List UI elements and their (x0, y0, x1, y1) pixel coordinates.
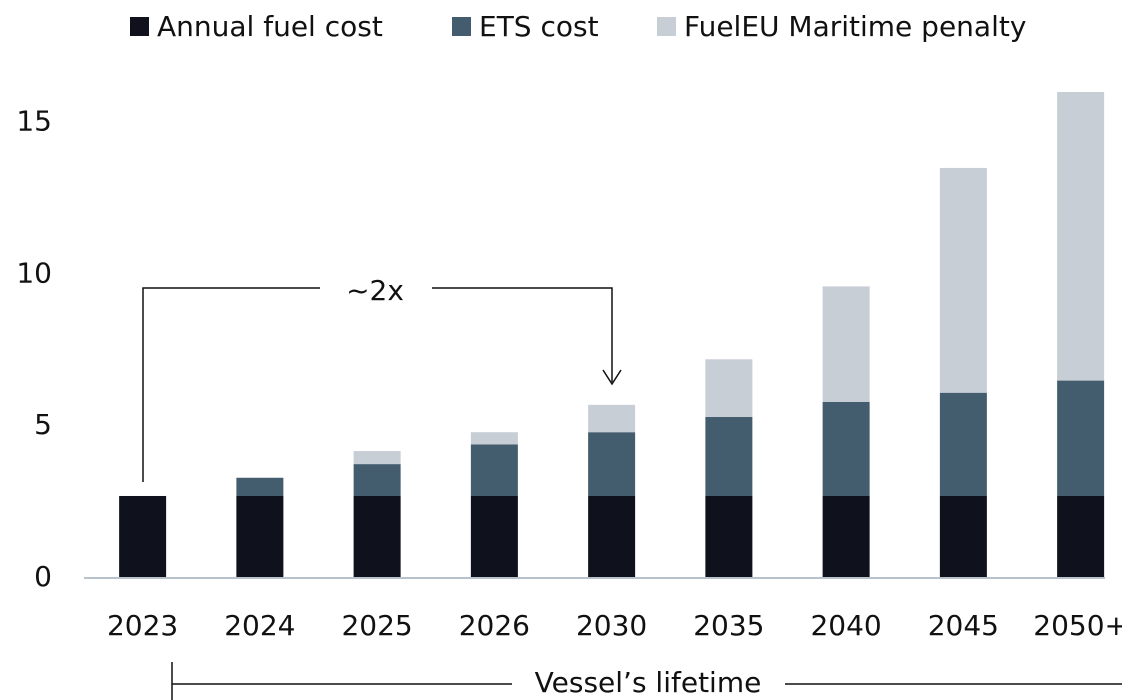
bar-segment (1057, 380, 1105, 496)
bar-segment (470, 444, 518, 496)
x-tick-label: 2040 (810, 609, 881, 642)
bar-segment (353, 495, 401, 578)
bar-segment (588, 404, 636, 433)
y-tick-label: 15 (16, 104, 52, 137)
x-tick-label: 2030 (576, 609, 647, 642)
bar-segment (939, 495, 987, 578)
bar-segment (705, 359, 753, 418)
bar-segment (822, 495, 870, 578)
x-tick-label: 2045 (928, 609, 999, 642)
bar-segment (705, 417, 753, 496)
x-tick-label: 2024 (224, 609, 295, 642)
y-tick-label: 0 (34, 560, 52, 593)
annotation: Vessel’s lifetime (535, 666, 762, 699)
legend-swatch (452, 17, 471, 36)
bar-segment (939, 392, 987, 496)
bar-segment (705, 495, 753, 578)
legend-label: ETS cost (479, 10, 599, 43)
bar-segment (470, 432, 518, 445)
arrow-head (602, 369, 622, 386)
annotation: ~2x (346, 274, 404, 307)
y-tick-label: 10 (16, 256, 52, 289)
x-tick-label: 2023 (107, 609, 178, 642)
x-tick-label: 2025 (341, 609, 412, 642)
x-tick-label: 2026 (459, 609, 530, 642)
bar-segment (822, 401, 870, 496)
bar-segment (939, 167, 987, 393)
x-tick-label: 2035 (693, 609, 764, 642)
bar-segment (236, 477, 284, 496)
y-tick-label: 5 (34, 408, 52, 441)
bar-segment (588, 495, 636, 578)
bar-segment (822, 286, 870, 402)
comparison-bracket (142, 287, 613, 482)
legend-label: Annual fuel cost (157, 10, 383, 43)
lifetime-line (171, 662, 1122, 700)
bar-segment (119, 495, 167, 578)
legend-swatch (130, 17, 149, 36)
bar-segment (470, 495, 518, 578)
bar-segment (353, 464, 401, 496)
legend-label: FuelEU Maritime penalty (684, 10, 1026, 43)
legend-swatch (657, 17, 676, 36)
x-tick-label: 2050+ (1033, 609, 1122, 642)
bar-segment (588, 432, 636, 496)
bar-segment (1057, 92, 1105, 381)
bar-segment (236, 495, 284, 578)
bar-segment (1057, 495, 1105, 578)
bar-segment (353, 451, 401, 465)
